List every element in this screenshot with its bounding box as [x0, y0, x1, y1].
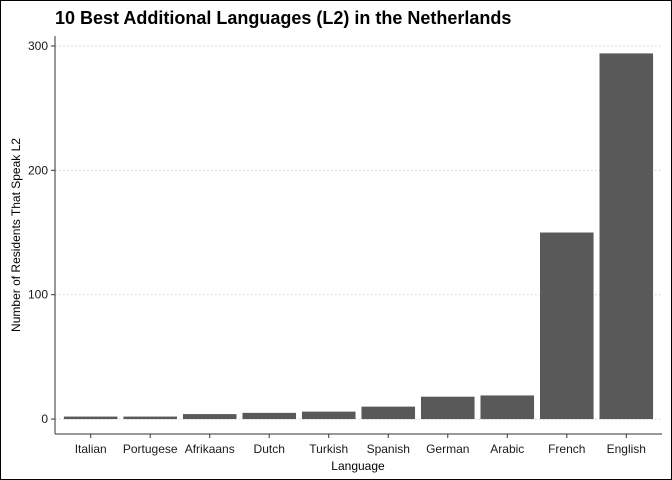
x-tick-label: German [426, 442, 469, 456]
bar [63, 416, 118, 420]
bar [182, 414, 237, 420]
bar [540, 232, 594, 420]
x-axis-title: Language [331, 459, 385, 473]
gridlines [55, 45, 662, 420]
bar [480, 395, 535, 420]
bar [301, 411, 356, 420]
chart-title: 10 Best Additional Languages (L2) in the… [55, 8, 511, 28]
axes [54, 36, 662, 435]
bar [123, 416, 177, 420]
y-tick-label: 200 [28, 163, 48, 177]
bars [63, 53, 654, 420]
y-tick-label: 100 [28, 288, 48, 302]
bar [599, 53, 654, 420]
y-axis-title: Number of Residents That Speak L2 [9, 138, 23, 332]
bar [242, 412, 297, 420]
x-tick-label: Afrikaans [185, 442, 235, 456]
x-tick-label: Portugese [123, 442, 178, 456]
x-tick-label: English [607, 442, 646, 456]
x-ticks: Italian Portugese Afrikaans Dutch Turkish Spa… [75, 434, 646, 456]
bar [361, 406, 416, 420]
y-tick-label: 0 [41, 412, 48, 426]
x-tick-label: French [548, 442, 585, 456]
x-tick-label: Dutch [254, 442, 285, 456]
y-tick-label: 300 [28, 39, 48, 53]
x-tick-label: Spanish [367, 442, 410, 456]
x-tick-label: Turkish [309, 442, 348, 456]
x-tick-label: Arabic [490, 442, 524, 456]
bar [420, 396, 475, 420]
y-ticks: 0 100 200 300 [28, 39, 55, 426]
x-tick-label: Italian [75, 442, 107, 456]
